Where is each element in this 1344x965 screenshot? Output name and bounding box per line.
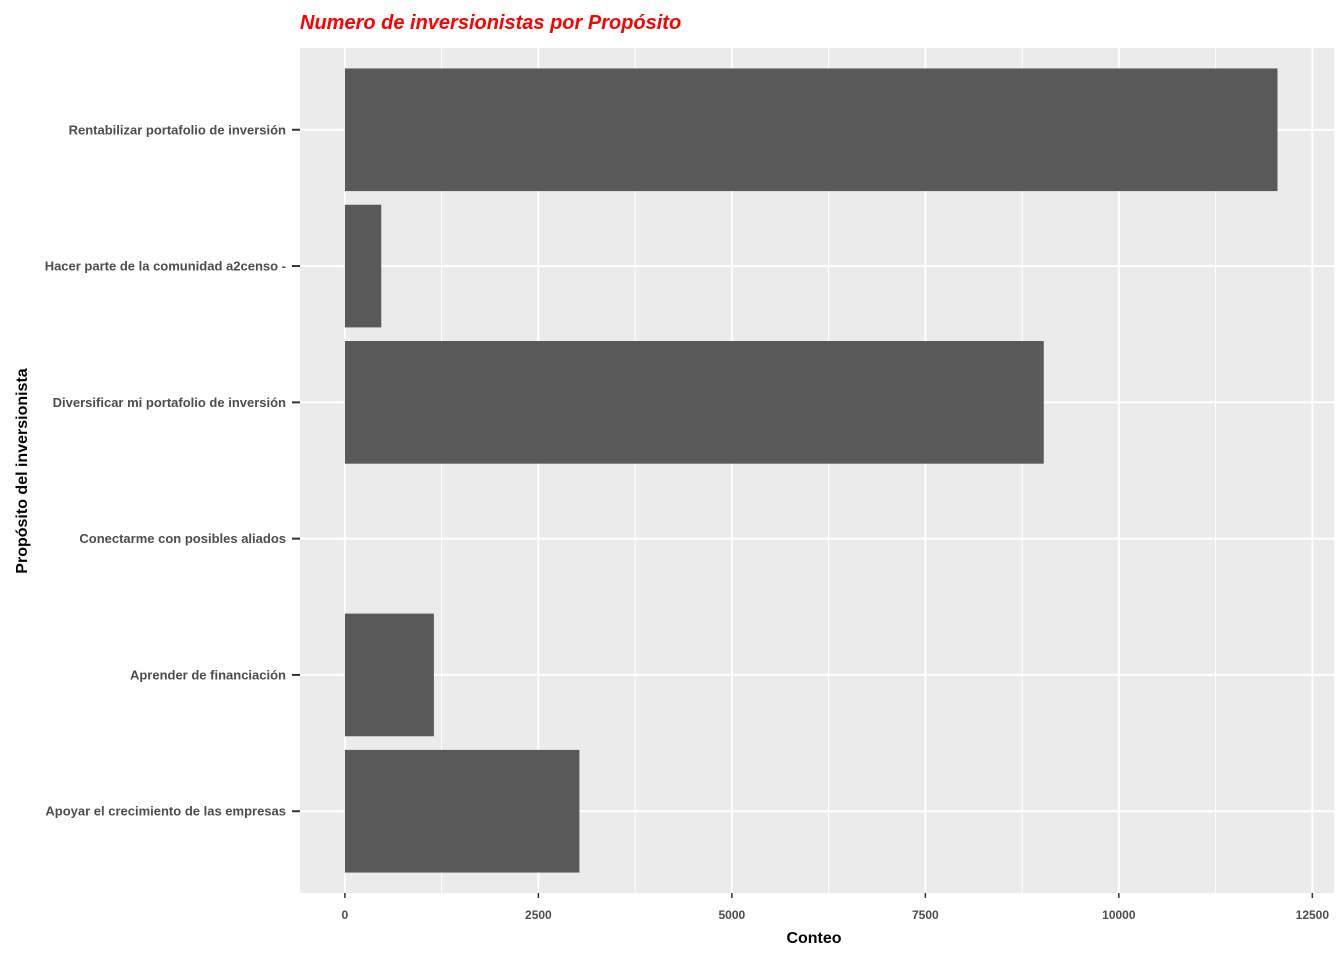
x-tick-label: 10000 [1102, 908, 1136, 922]
x-axis-title: Conteo [786, 930, 841, 947]
y-axis-title: Propósito del inversionista [14, 368, 31, 573]
x-axis: 0 2500 5000 7500 10000 12500 [342, 893, 1330, 922]
bar-0 [344, 749, 580, 873]
bar-1 [344, 613, 434, 737]
y-tick-label: Aprender de financiación [130, 667, 286, 682]
y-tick-label: Rentabilizar portafolio de inversión [69, 122, 286, 137]
y-tick-label: Hacer parte de la comunidad a2censo - [45, 259, 286, 274]
y-axis: Apoyar el crecimiento de las empresas Apr… [45, 122, 300, 819]
bar-5 [344, 68, 1278, 192]
y-tick-label: Conectarme con posibles aliados [79, 531, 286, 546]
y-tick-label: Apoyar el crecimiento de las empresas [45, 804, 286, 819]
chart-title: Numero de inversionistas por Propósito [300, 12, 681, 34]
bar-3 [344, 341, 1044, 464]
x-tick-label: 2500 [525, 908, 552, 922]
x-tick-label: 5000 [719, 908, 746, 922]
x-tick-label: 0 [342, 908, 349, 922]
y-tick-label: Diversificar mi portafolio de inversión [53, 395, 286, 410]
x-tick-label: 7500 [912, 908, 939, 922]
bars [344, 68, 1278, 873]
bar-4 [344, 204, 382, 328]
x-tick-label: 12500 [1296, 908, 1330, 922]
